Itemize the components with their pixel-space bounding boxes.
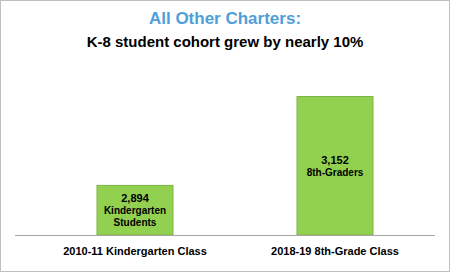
- chart-svg: All Other Charters: K-8 student cohort gr…: [0, 0, 450, 272]
- data-label: 3,152: [321, 154, 349, 166]
- data-label: 2,894: [121, 192, 149, 204]
- subtitle: K-8 student cohort grew by nearly 10%: [87, 33, 364, 50]
- title: All Other Charters:: [149, 9, 301, 28]
- baseline: [15, 235, 435, 236]
- chart-container: All Other Charters: K-8 student cohort gr…: [0, 0, 450, 272]
- frame: [1, 1, 450, 272]
- bar: [297, 97, 373, 235]
- bars: [97, 97, 373, 235]
- category-label: 2018-19 8th-Grade Class: [271, 245, 399, 257]
- category-label: 2010-11 Kindergarten Class: [63, 245, 207, 257]
- data-labels: 2,894KindergartenStudents 3,1528th-Grader…: [104, 154, 364, 228]
- bar: [97, 185, 173, 235]
- bar-annotation: KindergartenStudents: [104, 205, 166, 228]
- bar-annotation: 8th-Graders: [307, 167, 364, 178]
